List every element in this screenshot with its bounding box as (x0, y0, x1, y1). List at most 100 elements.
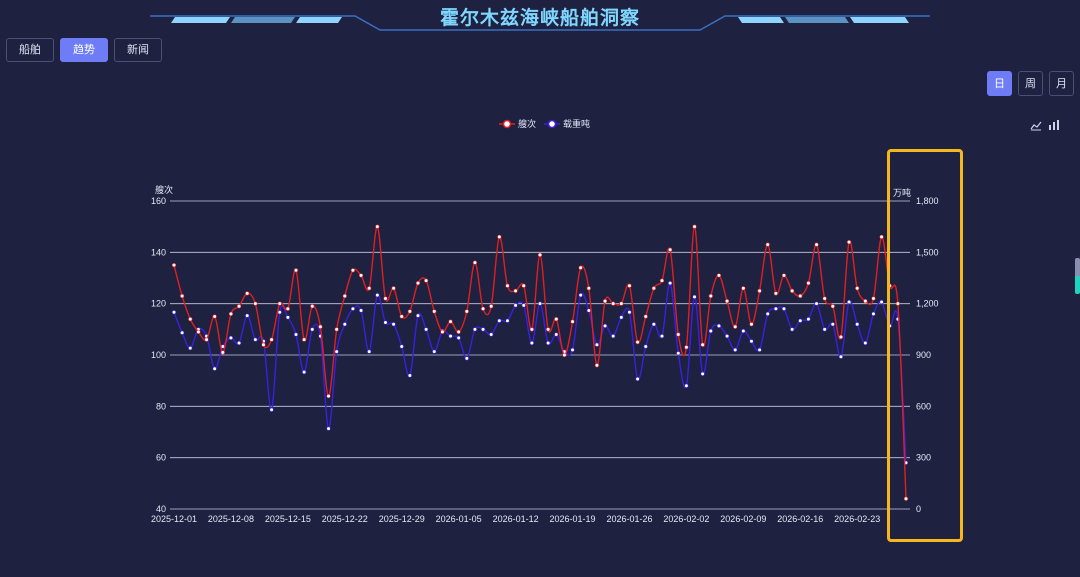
x-tick-label: 2026-01-26 (606, 514, 652, 524)
data-point (424, 327, 429, 332)
bar-chart-icon[interactable] (1048, 118, 1060, 130)
data-point (554, 332, 559, 337)
data-point (903, 496, 909, 501)
period-week-button[interactable]: 周 (1018, 71, 1043, 96)
period-day-button[interactable]: 日 (987, 71, 1012, 96)
data-point (700, 342, 705, 347)
data-point (415, 313, 421, 318)
data-point (651, 322, 656, 327)
data-point (765, 242, 770, 247)
data-point (806, 281, 811, 286)
data-point (790, 327, 795, 332)
data-point (659, 278, 665, 283)
data-point (399, 344, 404, 349)
x-tick-label: 2026-02-16 (777, 514, 823, 524)
y-left-tick-label: 100 (151, 350, 166, 360)
data-point (497, 318, 502, 323)
series-line-0 (173, 225, 907, 499)
data-point (472, 327, 478, 332)
data-point (749, 322, 754, 327)
data-point (342, 322, 347, 327)
legend-marker (547, 119, 557, 129)
data-point (464, 356, 469, 361)
data-point (358, 273, 364, 278)
data-point (830, 304, 835, 309)
data-point (261, 342, 266, 347)
data-point (594, 363, 600, 368)
data-point (399, 314, 404, 319)
x-tick-label: 2025-12-29 (379, 514, 425, 524)
data-point (619, 301, 624, 306)
data-point (236, 304, 242, 309)
line-chart-icon[interactable] (1030, 118, 1042, 131)
data-point (188, 346, 193, 351)
data-point (480, 306, 486, 311)
data-point (171, 263, 177, 268)
data-point (391, 322, 396, 327)
data-point (643, 314, 648, 319)
data-point (269, 407, 274, 412)
data-point (432, 309, 437, 314)
data-point (424, 278, 429, 283)
x-tick-label: 2026-01-12 (493, 514, 539, 524)
x-tick-label: 2026-01-19 (550, 514, 596, 524)
data-point (440, 329, 445, 335)
data-point (676, 351, 681, 356)
data-point (407, 373, 412, 378)
data-point (448, 334, 453, 339)
data-point (863, 299, 868, 304)
data-point (627, 283, 632, 288)
data-point (692, 294, 697, 299)
tab-trend[interactable]: 趋势 (60, 38, 108, 62)
x-tick-label: 2026-02-23 (834, 514, 880, 524)
data-point (302, 337, 307, 342)
data-point (171, 310, 177, 315)
data-point (773, 306, 778, 311)
data-point (358, 308, 364, 313)
data-point (822, 327, 827, 332)
data-point (806, 316, 811, 322)
data-point (180, 293, 185, 299)
y-right-axis-label: 万吨 (893, 187, 911, 198)
data-point (668, 281, 673, 286)
scrollbar-handle[interactable] (1075, 258, 1080, 294)
data-point (879, 234, 884, 240)
tab-news[interactable]: 新闻 (114, 38, 162, 62)
x-tick-label: 2025-12-22 (322, 514, 368, 524)
data-point (700, 371, 705, 376)
data-point (546, 327, 551, 332)
data-point (196, 329, 201, 335)
data-point (546, 340, 551, 346)
data-point (318, 324, 323, 329)
data-point (635, 340, 640, 345)
data-point (790, 288, 795, 293)
y-right-tick-label: 1,500 (916, 247, 939, 257)
data-point (277, 301, 282, 306)
data-point (773, 291, 778, 296)
data-point (375, 293, 380, 298)
data-point (586, 308, 591, 313)
data-point (846, 239, 852, 245)
data-point (757, 288, 762, 293)
data-point (228, 311, 234, 317)
period-switcher: 日 周 月 (987, 71, 1074, 96)
data-point (692, 224, 697, 229)
chart-type-switcher (1030, 118, 1060, 131)
y-left-tick-label: 60 (156, 453, 166, 463)
data-point (220, 350, 225, 355)
x-tick-label: 2026-02-02 (663, 514, 709, 524)
data-point (562, 352, 567, 358)
data-point (635, 376, 640, 382)
y-right-tick-label: 1,200 (916, 299, 939, 309)
period-month-button[interactable]: 月 (1049, 71, 1074, 96)
data-point (245, 291, 250, 296)
data-point (253, 301, 258, 306)
data-point (594, 342, 600, 347)
data-point (668, 247, 673, 252)
data-point (676, 332, 681, 337)
view-tabs: 船舶 趋势 新闻 (6, 38, 162, 62)
data-point (757, 347, 762, 352)
tab-ships[interactable]: 船舶 (6, 38, 54, 62)
data-point (659, 334, 665, 339)
data-point (375, 224, 380, 229)
